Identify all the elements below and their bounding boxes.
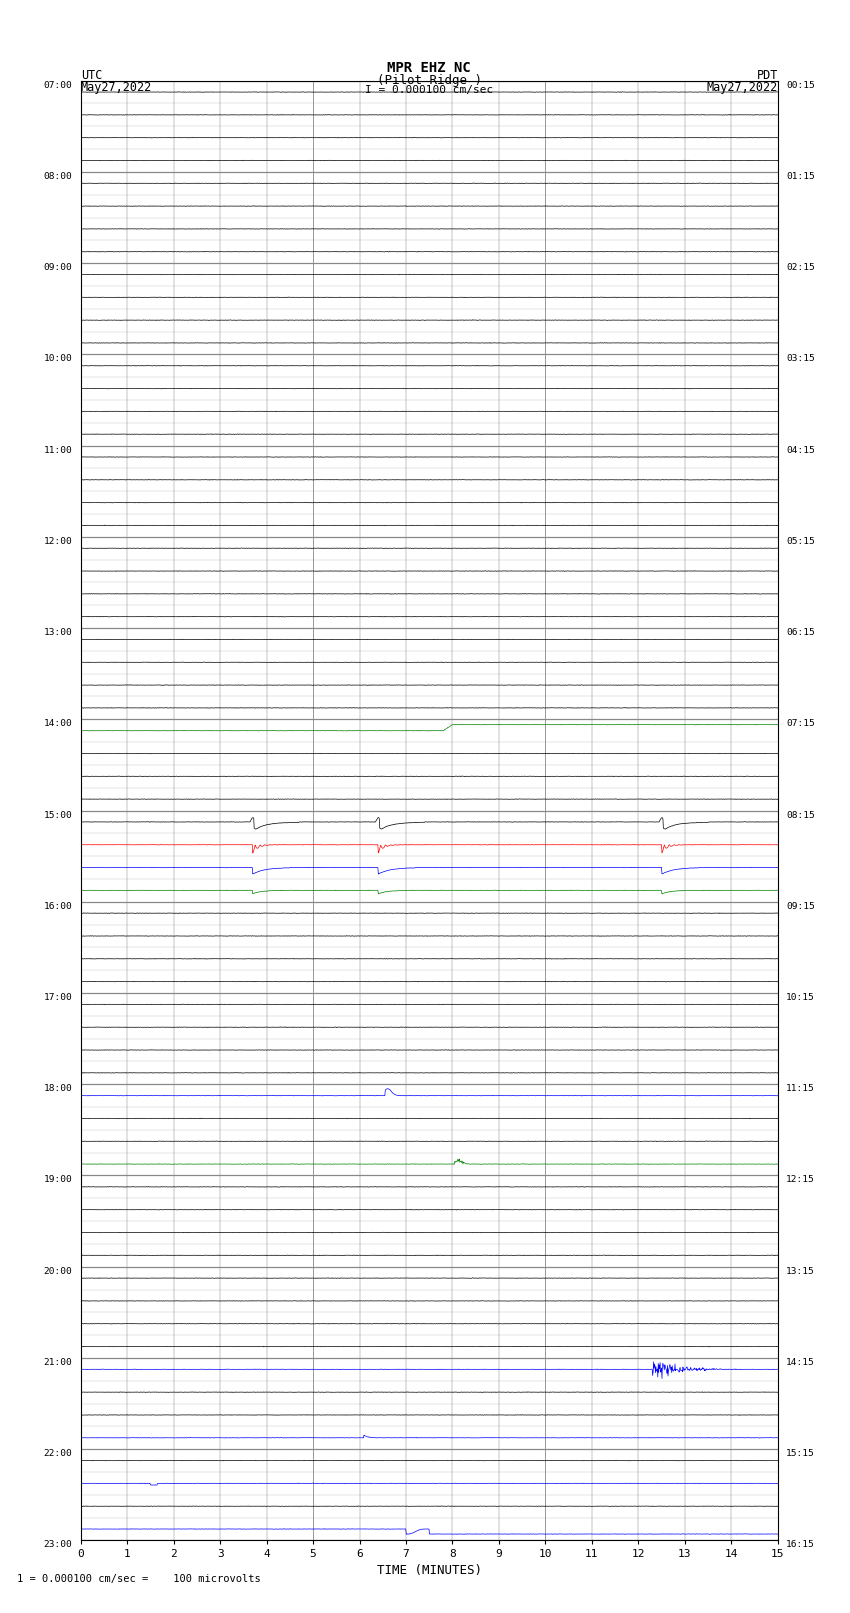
Text: PDT: PDT xyxy=(756,69,778,82)
Text: 10:00: 10:00 xyxy=(43,355,72,363)
Text: 15:15: 15:15 xyxy=(786,1448,815,1458)
Text: MPR EHZ NC: MPR EHZ NC xyxy=(388,61,471,76)
Text: 08:15: 08:15 xyxy=(786,810,815,819)
Text: 1 = 0.000100 cm/sec =    100 microvolts: 1 = 0.000100 cm/sec = 100 microvolts xyxy=(17,1574,261,1584)
Text: 14:00: 14:00 xyxy=(43,719,72,729)
Text: 19:00: 19:00 xyxy=(43,1176,72,1184)
Text: 08:00: 08:00 xyxy=(43,173,72,181)
Text: 07:00: 07:00 xyxy=(43,81,72,90)
Text: 02:15: 02:15 xyxy=(786,263,815,273)
Text: 20:00: 20:00 xyxy=(43,1266,72,1276)
Text: 12:15: 12:15 xyxy=(786,1176,815,1184)
Text: 09:00: 09:00 xyxy=(43,263,72,273)
Text: 09:15: 09:15 xyxy=(786,902,815,911)
Text: 11:00: 11:00 xyxy=(43,445,72,455)
Text: 22:00: 22:00 xyxy=(43,1448,72,1458)
Text: 16:00: 16:00 xyxy=(43,902,72,911)
Text: 23:00: 23:00 xyxy=(43,1540,72,1550)
Text: I = 0.000100 cm/sec: I = 0.000100 cm/sec xyxy=(366,85,493,95)
Text: 17:00: 17:00 xyxy=(43,994,72,1002)
Text: 14:15: 14:15 xyxy=(786,1358,815,1366)
Text: 00:15: 00:15 xyxy=(786,81,815,90)
Text: 03:15: 03:15 xyxy=(786,355,815,363)
Text: 11:15: 11:15 xyxy=(786,1084,815,1094)
Text: (Pilot Ridge ): (Pilot Ridge ) xyxy=(377,74,482,87)
Text: 13:00: 13:00 xyxy=(43,627,72,637)
Text: 16:15: 16:15 xyxy=(786,1540,815,1550)
Text: 21:00: 21:00 xyxy=(43,1358,72,1366)
Text: 06:15: 06:15 xyxy=(786,627,815,637)
Text: 04:15: 04:15 xyxy=(786,445,815,455)
Text: May27,2022: May27,2022 xyxy=(706,81,778,94)
Text: 15:00: 15:00 xyxy=(43,810,72,819)
Text: 10:15: 10:15 xyxy=(786,994,815,1002)
Text: May27,2022: May27,2022 xyxy=(81,81,152,94)
Text: 07:15: 07:15 xyxy=(786,719,815,729)
Text: 05:15: 05:15 xyxy=(786,537,815,545)
Text: 13:15: 13:15 xyxy=(786,1266,815,1276)
Text: 01:15: 01:15 xyxy=(786,173,815,181)
Text: 12:00: 12:00 xyxy=(43,537,72,545)
X-axis label: TIME (MINUTES): TIME (MINUTES) xyxy=(377,1563,482,1576)
Text: UTC: UTC xyxy=(81,69,102,82)
Text: 18:00: 18:00 xyxy=(43,1084,72,1094)
